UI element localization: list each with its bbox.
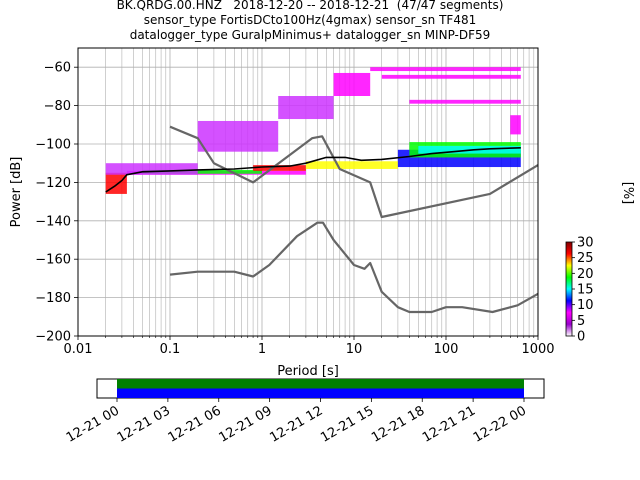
y-tick-label: −160 [35,253,71,268]
timeline-tick-label: 12-21 21 [420,403,478,445]
title-line-2: sensor_type FortisDCto100Hz(4gmax) senso… [143,13,477,27]
timeline-tick-label: 12-21 18 [369,403,427,445]
x-tick-label: 1000 [521,342,554,357]
pdf-band [370,67,521,72]
x-axis-label: Period [s] [277,364,339,379]
series-line-2 [169,221,539,314]
pdf-band [409,99,521,104]
y-tick-label: −80 [44,99,71,114]
y-tick-label: −140 [35,214,71,229]
timeline-tick-label: 12-21 06 [166,403,224,445]
psd-plot: 0.01 0.1 1 10 100 1000−60−80−100−120−140−160−… [9,47,555,379]
x-tick-label: 100 [434,342,459,357]
colorbar-tick-label: 15 [577,283,594,298]
colorbar-tick-label: 10 [577,298,594,313]
timeline-tick-label: 12-22 00 [471,403,529,445]
pdf-band [105,163,198,175]
plot-frame [77,47,539,337]
series-line-1 [169,125,539,219]
y-tick-label: −60 [44,61,71,76]
colorbar-tick-label: 0 [577,330,585,345]
y-tick-label: −100 [35,138,71,153]
grid [77,48,538,337]
series-line-3 [105,147,521,193]
colorbar-tick-label: 5 [577,314,585,329]
colorbar-label: [%] [620,182,635,205]
x-tick-label: 10 [346,342,363,357]
timeline-bar [117,388,524,398]
pdf-band [142,169,262,174]
x-tick-label: 1 [258,342,266,357]
timeline-tick-label: 12-21 03 [115,403,173,445]
timeline-tick-label: 12-21 00 [64,403,122,445]
pdf-band [278,96,334,120]
x-tick-label: 0.01 [64,342,93,357]
colorbar-tick-label: 20 [577,267,594,282]
y-axis-label: Power [dB] [9,157,24,228]
pdf-band [510,115,521,135]
y-tick-label: −200 [35,330,71,345]
pdf-band [305,161,398,169]
pdf-band [197,120,279,152]
colorbar-tick-label: 30 [577,236,594,251]
timeline-bar [117,379,524,389]
pdf-band [333,72,371,96]
title-line-1: BK.QRDG.00.HNZ 2018-12-20 -- 2018-12-21 … [116,0,504,12]
timeline-tick-label: 12-21 12 [267,403,325,445]
timeline-tick-label: 12-21 09 [217,403,275,445]
y-tick-label: −180 [35,291,71,306]
pdf-band [253,165,306,171]
y-tick-label: −120 [35,176,71,191]
x-axis-ticks: 0.01 0.1 1 10 100 1000 [64,336,555,357]
colorbar-scale [565,241,573,337]
y-axis-ticks: −60 −80 −100 −120 −140 −160 −180 −200 [35,61,78,345]
timeline-tick-label: 12-21 15 [318,403,376,445]
pdf-band [381,74,521,79]
colorbar-tick-label: 25 [577,251,594,266]
pdf-bands [105,67,521,194]
title-line-3: datalogger_type GuralpMinimus+ datalogge… [129,28,491,42]
x-tick-label: 0.1 [160,342,181,357]
